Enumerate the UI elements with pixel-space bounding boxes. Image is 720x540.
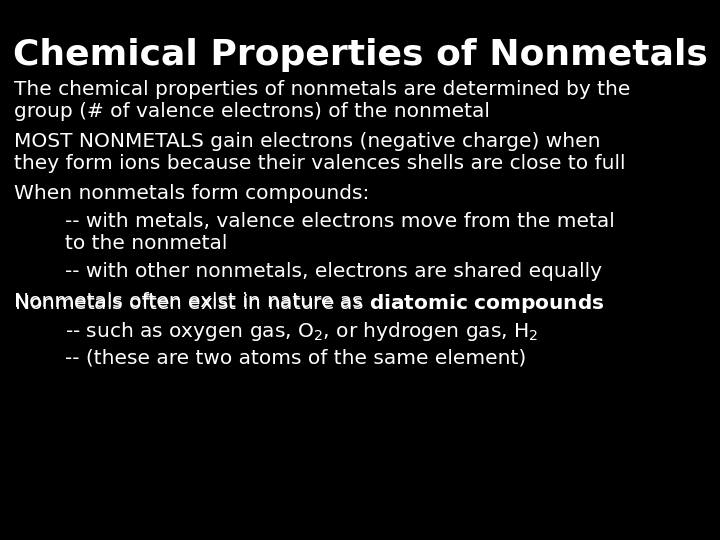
Text: When nonmetals form compounds:: When nonmetals form compounds: (14, 184, 369, 203)
Text: Chemical Properties of Nonmetals: Chemical Properties of Nonmetals (12, 38, 708, 72)
Text: The chemical properties of nonmetals are determined by the: The chemical properties of nonmetals are… (14, 80, 631, 99)
Text: group (# of valence electrons) of the nonmetal: group (# of valence electrons) of the no… (14, 102, 490, 121)
Text: MOST NONMETALS gain electrons (negative charge) when: MOST NONMETALS gain electrons (negative … (14, 132, 600, 151)
Text: -- with metals, valence electrons move from the metal: -- with metals, valence electrons move f… (65, 212, 615, 231)
Text: Nonmetals often exist in nature as: Nonmetals often exist in nature as (14, 292, 369, 311)
Text: -- (these are two atoms of the same element): -- (these are two atoms of the same elem… (65, 348, 526, 367)
Text: Nonmetals often exist in nature as $\bf{diatomic\ compounds}$: Nonmetals often exist in nature as $\bf{… (14, 292, 605, 315)
Text: they form ions because their valences shells are close to full: they form ions because their valences sh… (14, 154, 626, 173)
Text: to the nonmetal: to the nonmetal (65, 234, 228, 253)
Text: -- such as oxygen gas, O$_2$, or hydrogen gas, H$_2$: -- such as oxygen gas, O$_2$, or hydroge… (65, 320, 539, 343)
Text: -- with other nonmetals, electrons are shared equally: -- with other nonmetals, electrons are s… (65, 262, 602, 281)
